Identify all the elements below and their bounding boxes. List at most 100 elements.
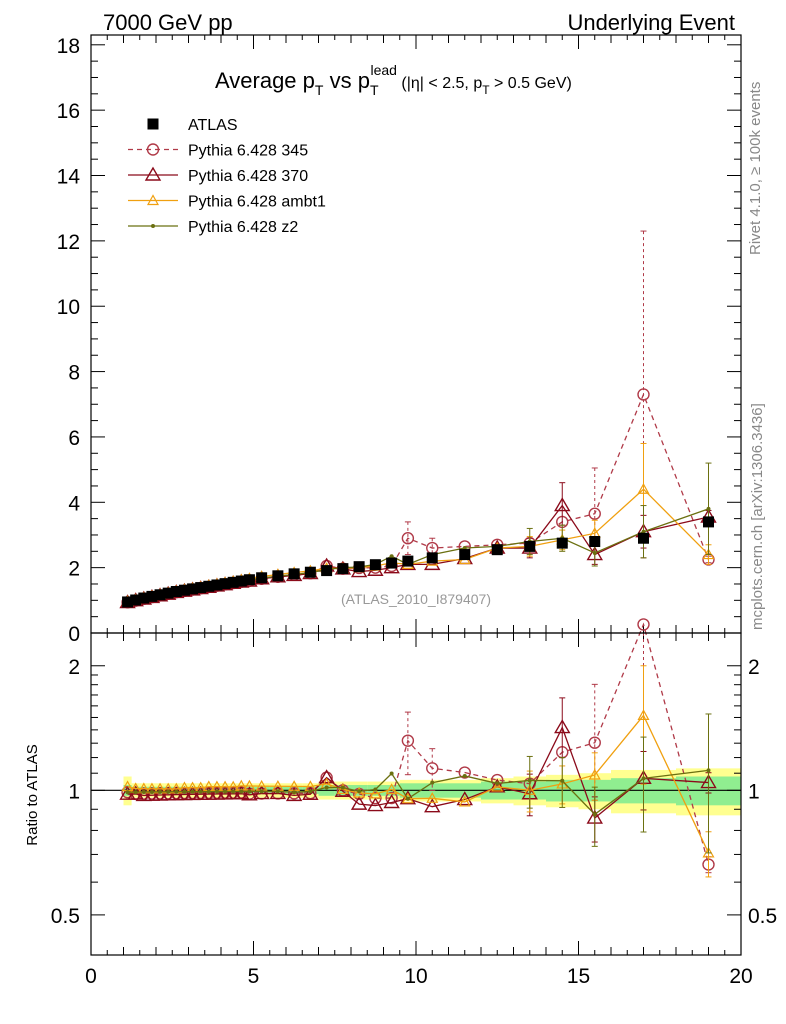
point-atlas xyxy=(459,549,471,561)
ratio-point-z2 xyxy=(357,789,362,794)
ratio-point-p370 xyxy=(208,785,226,800)
ratio-line-p345 xyxy=(127,622,710,865)
ratio-point-p370 xyxy=(192,785,209,800)
ratio-point-ambt1 xyxy=(426,792,439,803)
ratio-point-z2 xyxy=(239,789,244,794)
y-tick-label-main: 2 xyxy=(68,558,80,581)
point-atlas xyxy=(243,574,255,586)
ratio-point-z2 xyxy=(133,790,138,795)
y-tick-label-main: 18 xyxy=(57,35,80,58)
point-atlas xyxy=(524,540,536,552)
point-atlas xyxy=(353,561,365,573)
ratio-point-z2 xyxy=(706,768,711,773)
ratio-point-z2 xyxy=(174,789,179,794)
ratio-point-p345 xyxy=(458,766,471,779)
mcplots-label: mcplots.cern.ch [arXiv:1306.3436] xyxy=(749,403,766,630)
point-atlas xyxy=(256,572,268,584)
ratio-point-z2 xyxy=(206,789,211,794)
ratio-point-z2 xyxy=(259,789,264,794)
ratio-point-z2 xyxy=(527,778,532,783)
ratio-point-z2 xyxy=(389,771,394,776)
point-atlas xyxy=(146,590,158,602)
ratio-point-z2 xyxy=(641,776,646,781)
ratio-point-p370 xyxy=(489,778,506,793)
point-p370 xyxy=(554,497,571,512)
ratio-point-p370 xyxy=(554,719,571,734)
ratio-point-p345 xyxy=(426,762,439,775)
series-p345 xyxy=(121,230,715,609)
point-atlas xyxy=(170,585,182,597)
y-tick-label-ratio: 1 xyxy=(68,780,80,803)
point-atlas xyxy=(178,584,190,596)
ratio-point-p345 xyxy=(588,736,601,749)
point-atlas xyxy=(130,594,142,606)
ratio-point-ambt1 xyxy=(369,787,382,799)
legend-entry-p370: Pythia 6.428 370 xyxy=(128,166,308,185)
legend-entry-z2: Pythia 6.428 z2 xyxy=(128,219,298,236)
y-tick-label-ratio: 0.5 xyxy=(51,905,80,928)
point-atlas xyxy=(219,578,231,590)
ratio-point-p345 xyxy=(637,618,650,631)
ratio-point-z2 xyxy=(340,785,345,790)
ratio-point-p370 xyxy=(135,787,153,802)
ratio-point-p370 xyxy=(350,795,368,810)
legend-label-p345: Pythia 6.428 345 xyxy=(188,143,308,160)
ratio-point-p370 xyxy=(456,791,473,806)
ratio-point-z2 xyxy=(190,789,195,794)
rivet-label: Rivet 4.1.0, ≥ 100k events xyxy=(747,82,764,255)
y-tick-label-ratio-right: 1 xyxy=(748,780,760,803)
point-p345 xyxy=(401,532,415,545)
ratio-point-z2 xyxy=(158,789,163,794)
legend-marker-z2 xyxy=(151,224,155,228)
main-plot-series xyxy=(119,230,717,609)
point-atlas xyxy=(402,555,414,567)
point-atlas xyxy=(272,570,284,582)
point-p345 xyxy=(637,388,650,401)
ratio-point-p370 xyxy=(241,786,258,801)
point-atlas xyxy=(235,575,247,587)
ratio-point-p370 xyxy=(399,790,417,805)
ratio-point-p370 xyxy=(224,785,242,800)
ratio-point-p345 xyxy=(385,791,398,805)
point-atlas xyxy=(491,544,503,556)
x-tick-label: 5 xyxy=(248,965,260,988)
legend-entry-p345: Pythia 6.428 345 xyxy=(128,143,308,160)
ratio-point-ambt1 xyxy=(458,795,471,807)
legend-label-ambt1: Pythia 6.428 ambt1 xyxy=(188,194,326,211)
point-atlas xyxy=(386,557,398,569)
legend: ATLAS Pythia 6.428 345 Pythia 6.428 370 Pyt… xyxy=(128,117,326,236)
ratio-point-z2 xyxy=(373,787,378,792)
ratio-point-p370 xyxy=(159,786,177,801)
point-z2 xyxy=(389,554,394,559)
legend-entry-ambt1: Pythia 6.428 ambt1 xyxy=(128,194,326,211)
ratio-point-ambt1 xyxy=(336,783,349,795)
legend-marker-p345 xyxy=(146,143,160,156)
ratio-point-p345 xyxy=(491,773,504,787)
point-z2 xyxy=(592,550,597,555)
ratio-point-z2 xyxy=(292,790,297,795)
point-z2 xyxy=(706,506,711,511)
ratio-point-z2 xyxy=(182,789,187,794)
ratio-point-p370 xyxy=(253,785,270,800)
y-tick-label-main: 14 xyxy=(57,166,81,189)
point-atlas xyxy=(337,563,349,575)
ratio-point-p370 xyxy=(200,785,218,800)
y-tick-label-main: 6 xyxy=(68,427,80,450)
ratio-point-p370 xyxy=(184,785,201,801)
header-left: 7000 GeV pp xyxy=(103,10,233,35)
ratio-series-p370 xyxy=(119,697,717,843)
plot-title: Average pT vs pTlead (|η| < 2.5, pT > 0.… xyxy=(215,62,572,98)
ratio-point-z2 xyxy=(214,789,219,794)
ratio-series-z2 xyxy=(125,713,712,854)
y-tick-label-main: 10 xyxy=(57,296,80,319)
point-atlas xyxy=(589,536,601,548)
ratio-point-ambt1 xyxy=(385,783,398,795)
ratio-point-z2 xyxy=(231,789,236,794)
series-atlas xyxy=(122,516,714,608)
ratio-point-p370 xyxy=(285,786,303,802)
ratio-plot-frame xyxy=(90,632,742,956)
x-tick-label: 10 xyxy=(404,965,427,988)
x-tick-label: 20 xyxy=(729,965,752,988)
ratio-point-p370 xyxy=(318,769,335,784)
